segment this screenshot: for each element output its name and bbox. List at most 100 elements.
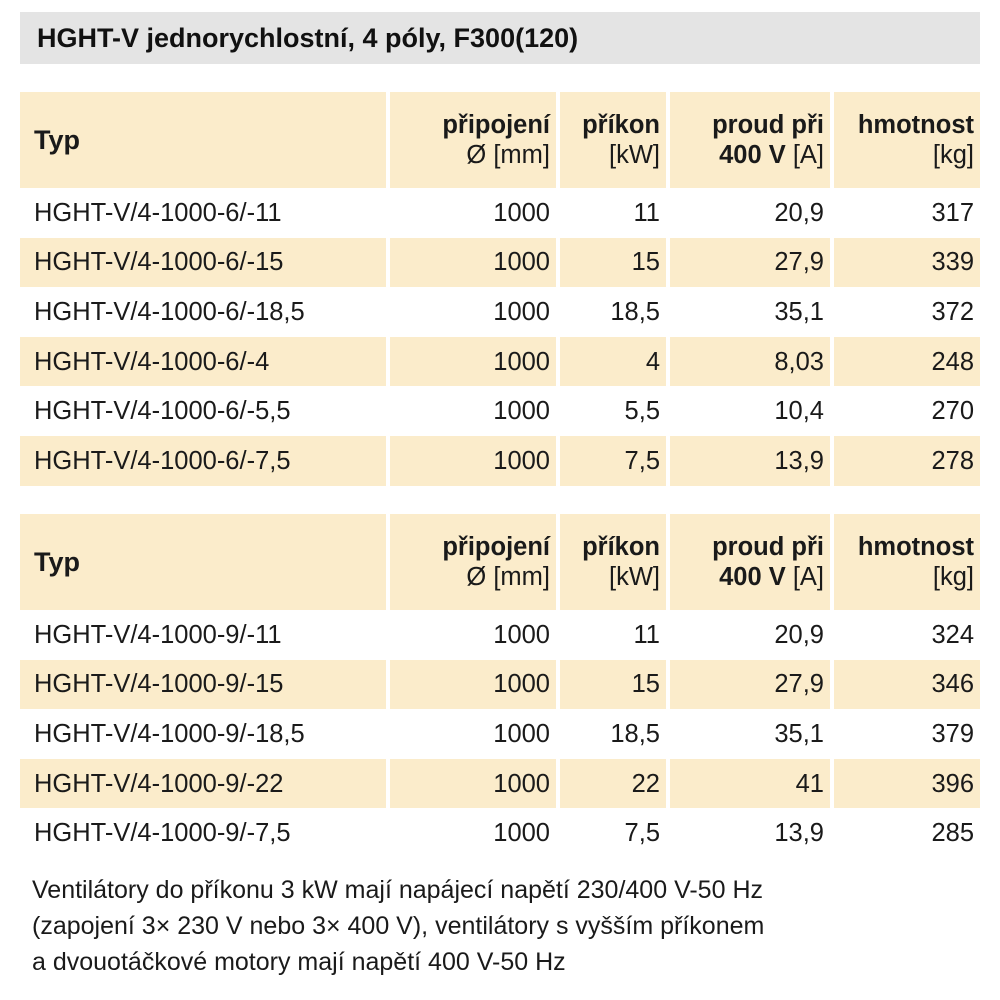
header-hmotnost-unit: [kg] <box>932 141 974 169</box>
header-typ: Typ <box>20 514 390 610</box>
cell-typ: HGHT-V/4-1000-9/-11 <box>34 620 282 649</box>
cell-prikon: 18,5 <box>610 297 660 326</box>
footnote-line: a dvouotáčkové motory mají napětí 400 V-… <box>32 948 566 976</box>
cell-typ: HGHT-V/4-1000-9/-15 <box>20 659 390 710</box>
cell-prikon: 5,5 <box>624 397 660 426</box>
header-pripojeni: připojení Ø [mm] <box>390 92 560 188</box>
table-row: HGHT-V/4-1000-6/-4 1000 4 8,03 248 <box>20 336 980 387</box>
cell-pripojeni: 1000 <box>390 336 560 387</box>
cell-pripojeni: 1000 <box>493 719 550 748</box>
header-hmotnost-title: hmotnost <box>857 111 974 139</box>
cell-hmotnost: 285 <box>931 819 974 848</box>
header-proud-ampere: [A] <box>785 563 824 591</box>
header-proud-voltage: 400 V <box>719 141 786 169</box>
cell-typ: HGHT-V/4-1000-6/-5,5 <box>34 397 291 426</box>
header-proud-unit: 400 V [A] <box>682 562 824 592</box>
cell-proud: 27,9 <box>670 237 834 288</box>
cell-proud: 35,1 <box>774 297 824 326</box>
cell-proud: 35,1 <box>774 719 824 748</box>
cell-pripojeni: 1000 <box>390 758 560 809</box>
cell-typ: HGHT-V/4-1000-9/-22 <box>20 758 390 809</box>
cell-pripojeni: 1000 <box>390 237 560 288</box>
cell-pripojeni: 1000 <box>493 397 550 426</box>
cell-hmotnost: 278 <box>834 435 980 486</box>
cell-typ: HGHT-V/4-1000-6/-4 <box>20 336 390 387</box>
cell-prikon: 11 <box>633 198 660 227</box>
table-row: HGHT-V/4-1000-9/-7,5 1000 7,5 13,9 285 <box>20 808 980 858</box>
cell-proud: 10,4 <box>774 397 824 426</box>
cell-pripojeni: 1000 <box>493 297 550 326</box>
cell-pripojeni: 1000 <box>390 659 560 710</box>
header-hmotnost: hmotnost [kg] <box>834 514 980 610</box>
table-header-row: Typ připojení Ø [mm] příkon [kW] proud p… <box>20 514 980 610</box>
cell-prikon: 18,5 <box>610 719 660 748</box>
cell-prikon: 22 <box>560 758 670 809</box>
header-proud-voltage: 400 V <box>719 563 786 591</box>
footnote-line: Ventilátory do příkonu 3 kW mají napájec… <box>32 876 763 904</box>
cell-hmotnost: 317 <box>931 198 974 227</box>
cell-pripojeni: 1000 <box>493 819 550 848</box>
table-row: HGHT-V/4-1000-6/-7,5 1000 7,5 13,9 278 <box>20 435 980 486</box>
header-proud-unit: 400 V [A] <box>682 140 824 170</box>
table-row: HGHT-V/4-1000-6/-5,5 1000 5,5 10,4 270 <box>20 386 980 436</box>
header-prikon-unit: [kW] <box>609 141 660 169</box>
cell-hmotnost: 379 <box>931 719 974 748</box>
table-row: HGHT-V/4-1000-9/-15 1000 15 27,9 346 <box>20 659 980 710</box>
cell-typ: HGHT-V/4-1000-6/-7,5 <box>20 435 390 486</box>
header-prikon: příkon [kW] <box>560 92 670 188</box>
header-pripojeni-title: připojení <box>442 533 550 561</box>
table-row: HGHT-V/4-1000-9/-11 1000 11 20,9 324 <box>20 610 980 660</box>
footnote-line: (zapojení 3× 230 V nebo 3× 400 V), venti… <box>32 912 765 940</box>
cell-typ: HGHT-V/4-1000-6/-15 <box>20 237 390 288</box>
cell-proud: 13,9 <box>670 435 834 486</box>
cell-prikon: 4 <box>560 336 670 387</box>
cell-proud: 41 <box>670 758 834 809</box>
cell-hmotnost: 346 <box>834 659 980 710</box>
cell-typ: HGHT-V/4-1000-6/-11 <box>34 198 282 227</box>
cell-typ: HGHT-V/4-1000-9/-7,5 <box>34 819 291 848</box>
table-row: HGHT-V/4-1000-9/-22 1000 22 41 396 <box>20 758 980 809</box>
cell-proud: 27,9 <box>670 659 834 710</box>
cell-typ: HGHT-V/4-1000-9/-18,5 <box>34 719 305 748</box>
header-proud-title: proud při <box>712 533 824 561</box>
cell-typ: HGHT-V/4-1000-6/-18,5 <box>34 297 305 326</box>
header-proud: proud při 400 V [A] <box>670 514 834 610</box>
cell-hmotnost: 372 <box>931 297 974 326</box>
cell-hmotnost: 270 <box>931 397 974 426</box>
header-pripojeni-unit: Ø [mm] <box>466 141 550 169</box>
cell-proud: 20,9 <box>774 198 824 227</box>
table-row: HGHT-V/4-1000-6/-18,5 1000 18,5 35,1 372 <box>20 287 980 337</box>
header-pripojeni-unit: Ø [mm] <box>466 563 550 591</box>
cell-prikon: 15 <box>560 659 670 710</box>
cell-prikon: 11 <box>633 620 660 649</box>
table-row: HGHT-V/4-1000-9/-18,5 1000 18,5 35,1 379 <box>20 709 980 759</box>
cell-hmotnost: 339 <box>834 237 980 288</box>
header-prikon-unit: [kW] <box>609 563 660 591</box>
cell-proud: 20,9 <box>774 620 824 649</box>
header-hmotnost-title: hmotnost <box>857 533 974 561</box>
header-proud: proud při 400 V [A] <box>670 92 834 188</box>
cell-pripojeni: 1000 <box>493 198 550 227</box>
header-hmotnost: hmotnost [kg] <box>834 92 980 188</box>
header-prikon-title: příkon <box>582 533 660 561</box>
cell-hmotnost: 248 <box>834 336 980 387</box>
table-row: HGHT-V/4-1000-6/-11 1000 11 20,9 317 <box>20 188 980 238</box>
header-proud-ampere: [A] <box>785 141 824 169</box>
spec-table-9: Typ připojení Ø [mm] příkon [kW] proud p… <box>20 514 980 858</box>
cell-proud: 13,9 <box>774 819 824 848</box>
cell-proud: 8,03 <box>670 336 834 387</box>
header-typ: Typ <box>20 92 390 188</box>
cell-prikon: 15 <box>560 237 670 288</box>
header-proud-title: proud při <box>712 111 824 139</box>
spec-table-6: Typ připojení Ø [mm] příkon [kW] proud p… <box>20 92 980 486</box>
header-pripojeni-title: připojení <box>442 111 550 139</box>
footnote: Ventilátory do příkonu 3 kW mají napájec… <box>32 872 972 980</box>
header-prikon: příkon [kW] <box>560 514 670 610</box>
cell-prikon: 7,5 <box>560 435 670 486</box>
page-title: HGHT-V jednorychlostní, 4 póly, F300(120… <box>20 12 980 64</box>
cell-hmotnost: 396 <box>834 758 980 809</box>
header-hmotnost-unit: [kg] <box>932 563 974 591</box>
header-pripojeni: připojení Ø [mm] <box>390 514 560 610</box>
cell-pripojeni: 1000 <box>390 435 560 486</box>
cell-pripojeni: 1000 <box>493 620 550 649</box>
